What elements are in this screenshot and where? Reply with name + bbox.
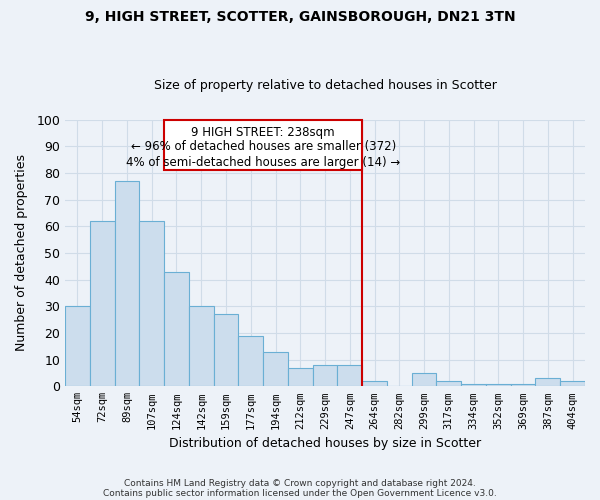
Bar [263, 352, 288, 386]
Title: Size of property relative to detached houses in Scotter: Size of property relative to detached ho… [154, 79, 496, 92]
Bar [412, 373, 436, 386]
Bar [560, 381, 585, 386]
Bar [313, 365, 337, 386]
Bar [461, 384, 486, 386]
Text: 9, HIGH STREET, SCOTTER, GAINSBOROUGH, DN21 3TN: 9, HIGH STREET, SCOTTER, GAINSBOROUGH, D… [85, 10, 515, 24]
Text: 4% of semi-detached houses are larger (14) →: 4% of semi-detached houses are larger (1… [126, 156, 400, 168]
Bar [362, 381, 387, 386]
Bar [65, 306, 90, 386]
Y-axis label: Number of detached properties: Number of detached properties [15, 154, 28, 352]
Bar [511, 384, 535, 386]
Text: Contains public sector information licensed under the Open Government Licence v3: Contains public sector information licen… [103, 488, 497, 498]
Bar [90, 221, 115, 386]
X-axis label: Distribution of detached houses by size in Scotter: Distribution of detached houses by size … [169, 437, 481, 450]
Text: 9 HIGH STREET: 238sqm: 9 HIGH STREET: 238sqm [191, 126, 335, 139]
Bar [436, 381, 461, 386]
Bar [164, 272, 189, 386]
Bar [214, 314, 238, 386]
Text: ← 96% of detached houses are smaller (372): ← 96% of detached houses are smaller (37… [131, 140, 396, 152]
Bar [337, 365, 362, 386]
Bar [238, 336, 263, 386]
FancyBboxPatch shape [164, 120, 362, 170]
Bar [288, 368, 313, 386]
Bar [189, 306, 214, 386]
Bar [115, 181, 139, 386]
Bar [139, 221, 164, 386]
Bar [535, 378, 560, 386]
Text: Contains HM Land Registry data © Crown copyright and database right 2024.: Contains HM Land Registry data © Crown c… [124, 478, 476, 488]
Bar [486, 384, 511, 386]
